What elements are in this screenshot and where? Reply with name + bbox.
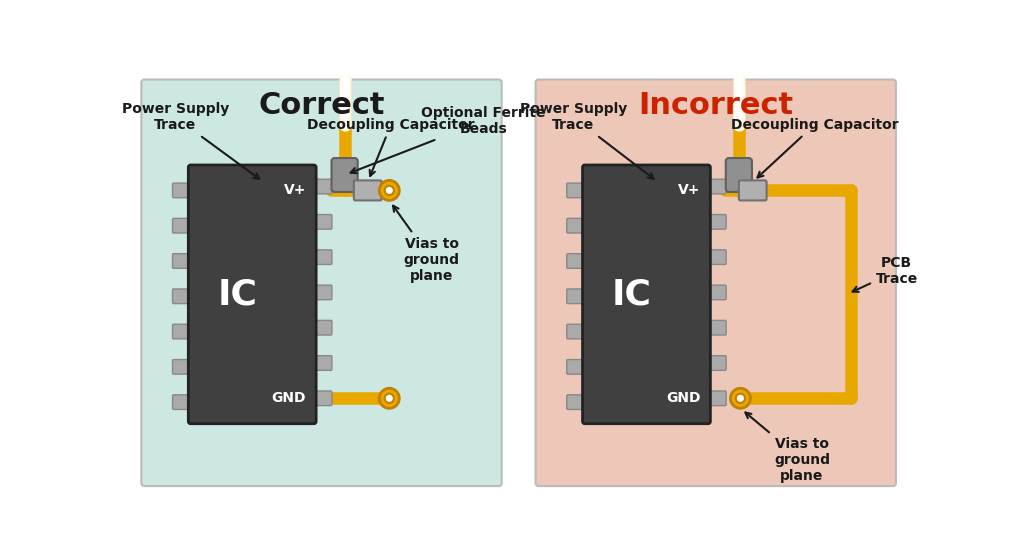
FancyBboxPatch shape [707,179,726,194]
Text: Optional Ferrite
Beads: Optional Ferrite Beads [350,106,546,173]
FancyBboxPatch shape [354,180,382,200]
FancyBboxPatch shape [566,324,586,339]
FancyBboxPatch shape [707,356,726,370]
FancyBboxPatch shape [172,183,191,198]
FancyBboxPatch shape [707,285,726,300]
FancyBboxPatch shape [312,356,332,370]
FancyBboxPatch shape [172,360,191,374]
FancyBboxPatch shape [707,214,726,229]
Text: Vias to
ground
plane: Vias to ground plane [393,206,460,283]
FancyBboxPatch shape [566,395,586,409]
Text: Decoupling Capacitor: Decoupling Capacitor [730,118,898,178]
FancyBboxPatch shape [141,80,502,486]
Text: IC: IC [217,277,257,311]
FancyBboxPatch shape [312,391,332,405]
FancyBboxPatch shape [739,180,767,200]
FancyBboxPatch shape [312,214,332,229]
Text: V+: V+ [678,184,700,197]
Text: PCB
Trace: PCB Trace [853,256,918,292]
Text: V+: V+ [284,184,306,197]
FancyBboxPatch shape [707,250,726,264]
Circle shape [379,180,399,200]
Text: Decoupling Capacitor: Decoupling Capacitor [307,118,475,176]
FancyBboxPatch shape [726,158,752,192]
FancyBboxPatch shape [566,183,586,198]
FancyBboxPatch shape [583,165,711,424]
FancyBboxPatch shape [566,360,586,374]
FancyBboxPatch shape [312,179,332,194]
FancyBboxPatch shape [312,250,332,264]
FancyBboxPatch shape [566,254,586,268]
Circle shape [730,388,751,408]
FancyBboxPatch shape [312,285,332,300]
Circle shape [736,394,745,403]
FancyBboxPatch shape [172,218,191,233]
Text: Power Supply
Trace: Power Supply Trace [520,102,653,179]
FancyBboxPatch shape [312,320,332,335]
FancyBboxPatch shape [566,289,586,304]
Text: Incorrect: Incorrect [638,91,794,120]
Circle shape [385,394,394,403]
Text: GND: GND [666,391,700,405]
Text: Correct: Correct [258,91,385,120]
Text: Vias to
ground
plane: Vias to ground plane [745,413,830,483]
Text: Power Supply
Trace: Power Supply Trace [122,102,259,179]
FancyBboxPatch shape [172,289,191,304]
Text: GND: GND [271,391,306,405]
FancyBboxPatch shape [707,391,726,405]
FancyBboxPatch shape [536,80,896,486]
FancyBboxPatch shape [172,395,191,409]
FancyBboxPatch shape [172,254,191,268]
FancyBboxPatch shape [172,324,191,339]
Circle shape [379,388,399,408]
FancyBboxPatch shape [707,320,726,335]
FancyBboxPatch shape [332,158,357,192]
Circle shape [385,186,394,195]
FancyBboxPatch shape [566,218,586,233]
Text: IC: IC [611,277,651,311]
FancyBboxPatch shape [188,165,316,424]
